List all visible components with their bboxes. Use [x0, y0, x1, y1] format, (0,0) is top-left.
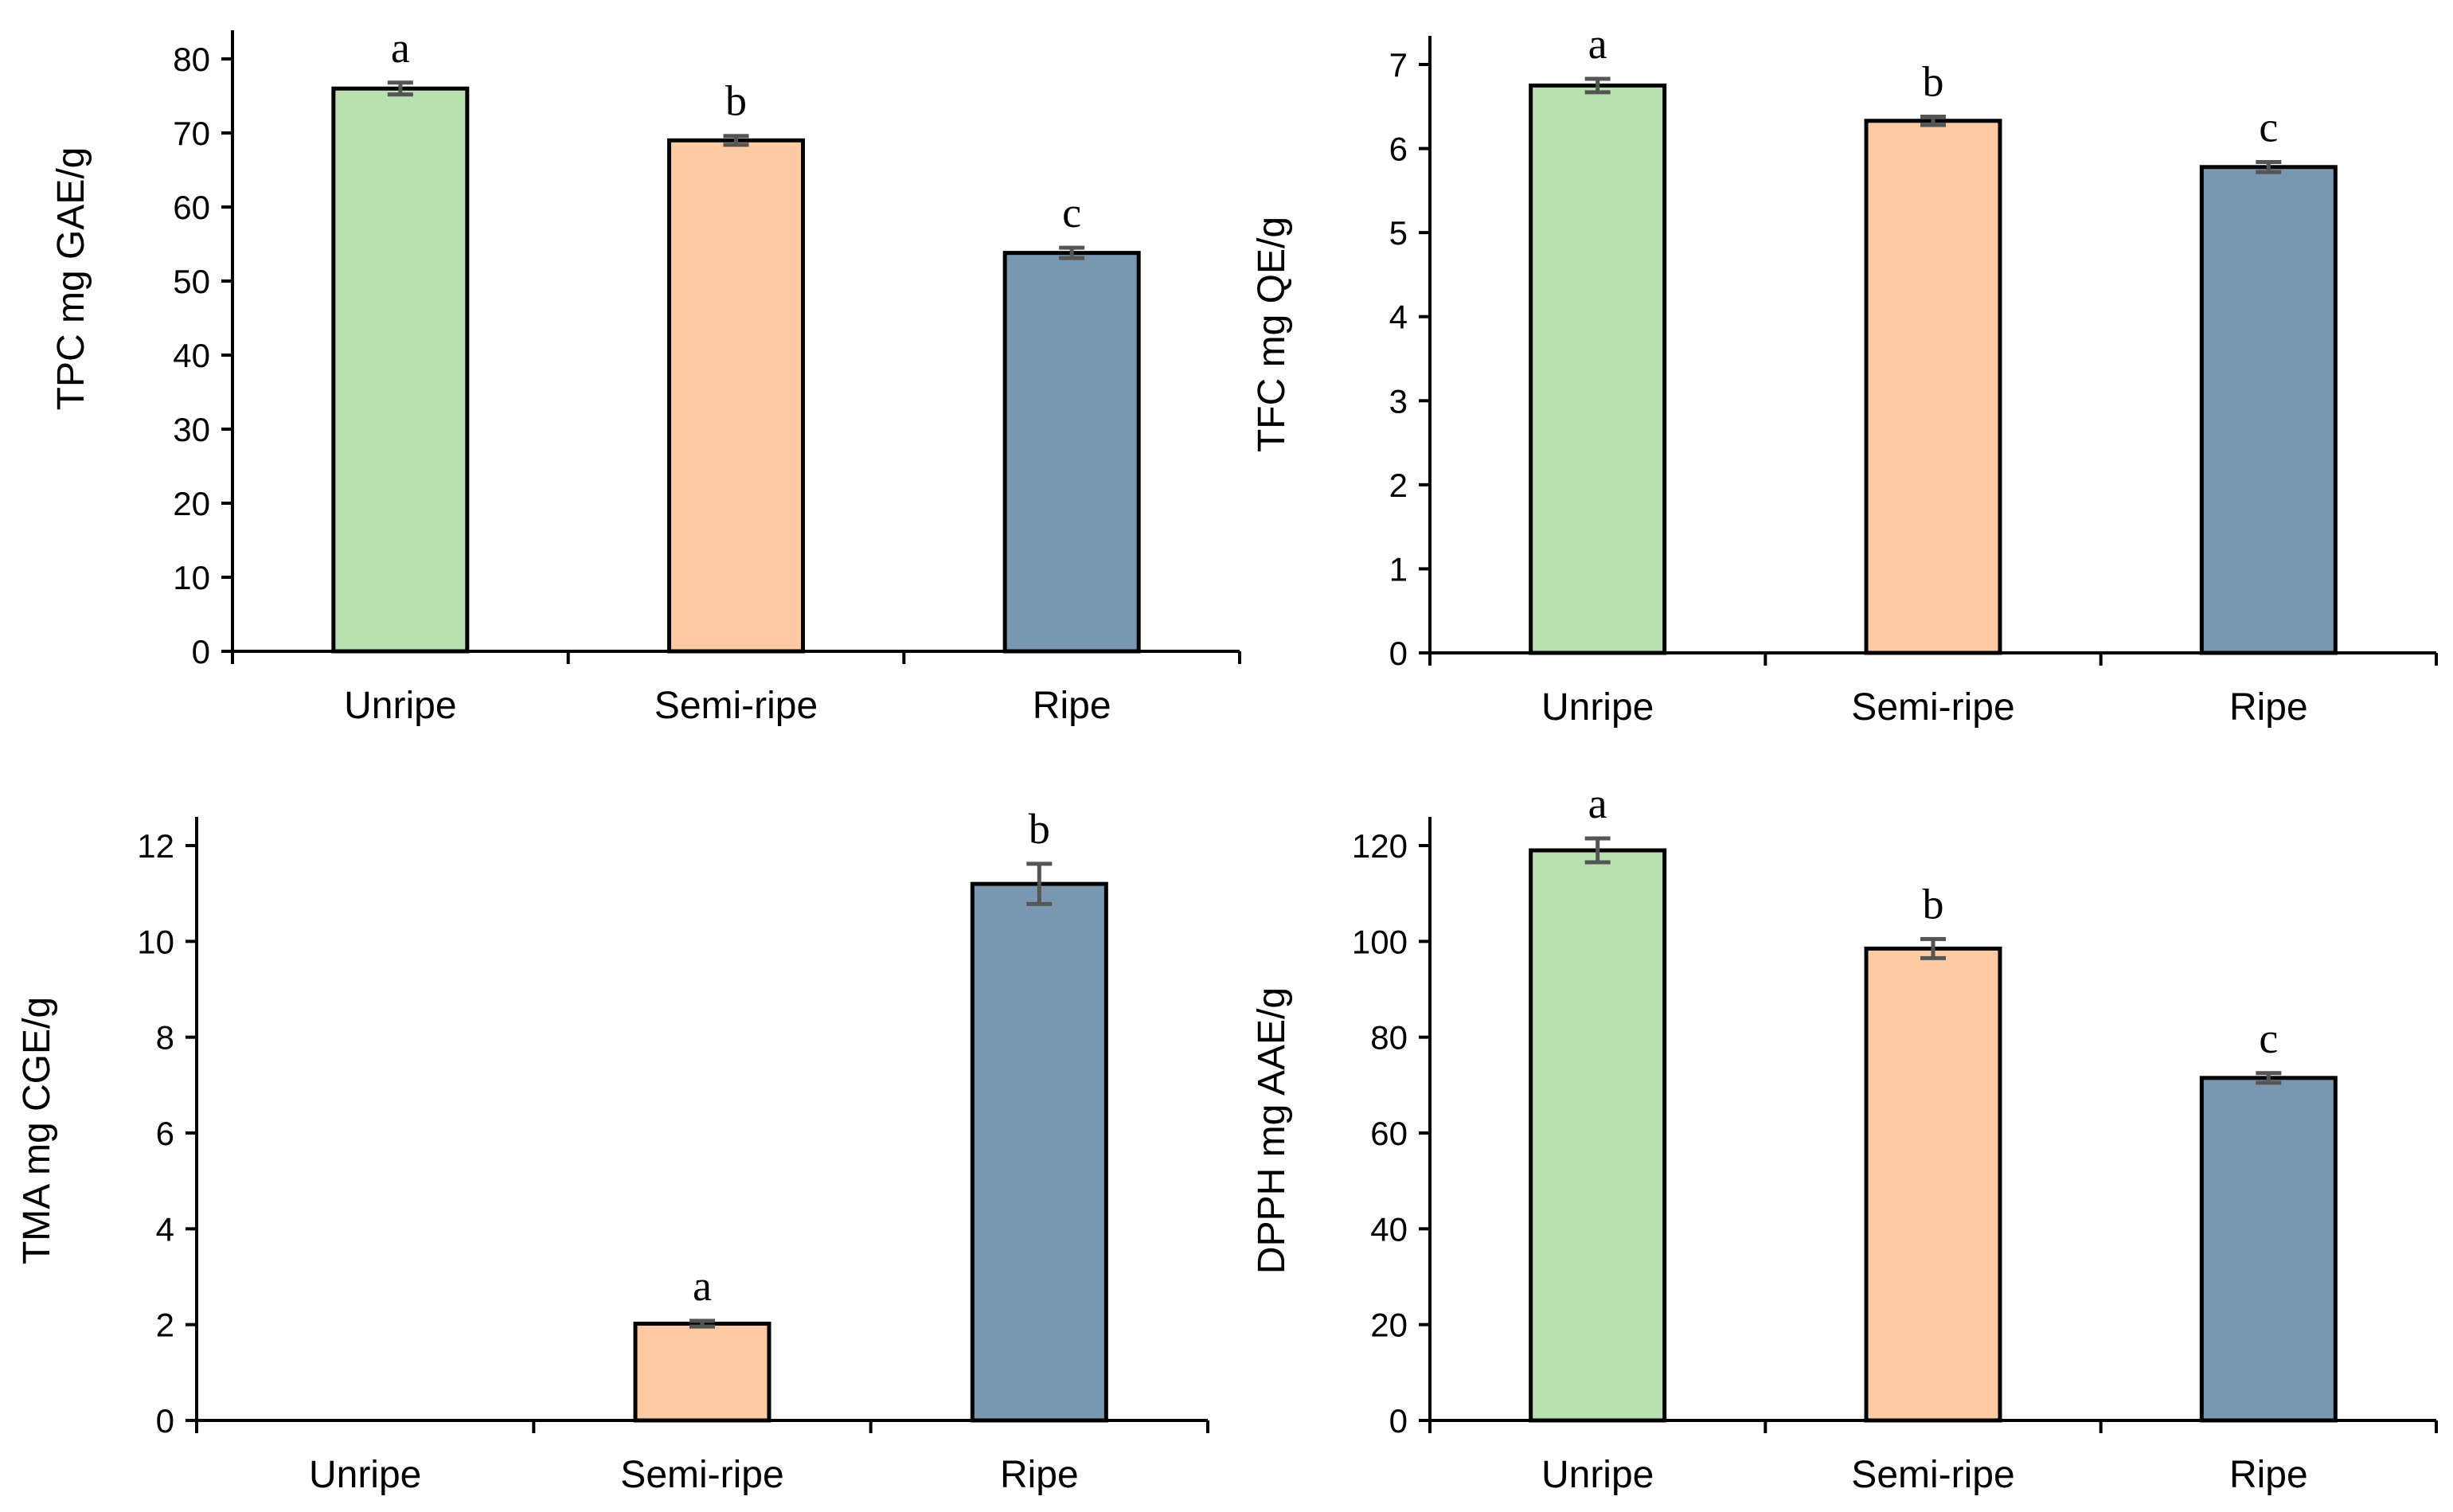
y-axis-label: DPPH mg AAE/g [1251, 987, 1293, 1274]
y-tick-label: 12 [137, 827, 174, 865]
significance-letter: b [725, 77, 747, 125]
bar-ripe [1002, 251, 1141, 654]
significance-letter: a [693, 1262, 712, 1310]
x-tick-label: Unripe [309, 1454, 421, 1496]
bar-ripe [2199, 165, 2338, 655]
error-bar [387, 80, 413, 97]
significance-letter: a [1588, 779, 1607, 827]
y-tick-label: 0 [156, 1402, 174, 1440]
y-tick-label: 6 [1389, 131, 1408, 168]
significance-letter: c [2259, 1014, 2278, 1062]
y-tick-label: 8 [156, 1019, 174, 1057]
error-bar [2256, 1071, 2282, 1085]
y-tick-label: 50 [173, 263, 210, 300]
y-tick-label: 6 [156, 1115, 174, 1152]
y-tick-label: 4 [1389, 299, 1408, 336]
x-tick-label: Semi-ripe [1851, 686, 2014, 729]
x-tick-label: Unripe [344, 685, 456, 727]
y-tick-label: 0 [1389, 635, 1408, 672]
y-tick-label: 7 [1389, 46, 1408, 84]
y-tick-label: 2 [156, 1307, 174, 1344]
y-tick-label: 80 [173, 41, 210, 78]
bar-semi-ripe [633, 1321, 771, 1423]
error-bar [1584, 76, 1611, 95]
chart-panel-3: 0 2 4 6 8 10 12 Unripe a Semi-ripe b Ripe TMA mg CGE… [16, 805, 1209, 1496]
significance-letter: c [1062, 189, 1081, 236]
error-bar [1584, 836, 1611, 865]
y-tick-label: 0 [192, 633, 210, 670]
bar-ripe [2199, 1076, 2338, 1423]
x-tick-label: Semi-ripe [620, 1454, 783, 1496]
significance-letter: a [1588, 20, 1607, 68]
y-tick-label: 2 [1389, 467, 1408, 504]
error-bar [723, 134, 749, 147]
x-tick-label: Ripe [2229, 1454, 2308, 1496]
y-axis-label: TPC mg GAE/g [50, 147, 92, 411]
x-tick-label: Semi-ripe [654, 685, 818, 727]
y-tick-label: 20 [1370, 1307, 1408, 1344]
significance-letter: c [2259, 103, 2278, 150]
y-tick-label: 120 [1352, 827, 1408, 865]
y-tick-label: 10 [173, 559, 210, 596]
y-axis-label: TMA mg CGE/g [16, 997, 58, 1264]
significance-letter: b [1923, 880, 1944, 928]
error-bar [689, 1319, 715, 1329]
y-tick-label: 60 [1370, 1115, 1408, 1152]
y-tick-label: 100 [1352, 923, 1408, 960]
y-tick-label: 60 [173, 189, 210, 226]
bar-semi-ripe [1864, 946, 2002, 1423]
error-bar [1920, 114, 1946, 127]
bar-semi-ripe [667, 138, 805, 654]
x-tick-label: Unripe [1541, 686, 1654, 729]
significance-letter: b [1029, 805, 1050, 853]
bar-unripe [1529, 83, 1667, 655]
y-tick-label: 70 [173, 115, 210, 152]
y-tick-label: 40 [1370, 1210, 1408, 1248]
y-tick-label: 1 [1389, 550, 1408, 588]
y-tick-label: 80 [1370, 1019, 1408, 1057]
y-tick-label: 3 [1389, 382, 1408, 420]
x-tick-label: Semi-ripe [1851, 1454, 2014, 1496]
y-axis-label: TFC mg QE/g [1251, 217, 1293, 452]
bar-unripe [331, 86, 470, 654]
y-tick-label: 40 [173, 337, 210, 374]
y-tick-label: 4 [156, 1210, 174, 1248]
x-tick-label: Ripe [1033, 685, 1111, 727]
y-tick-label: 10 [137, 923, 174, 960]
bar-semi-ripe [1864, 119, 2002, 655]
error-bar [1920, 936, 1946, 960]
x-tick-label: Unripe [1541, 1454, 1654, 1496]
y-tick-label: 30 [173, 411, 210, 448]
y-tick-label: 5 [1389, 214, 1408, 252]
error-bar [1059, 245, 1085, 260]
significance-letter: b [1923, 57, 1944, 105]
x-tick-label: Ripe [1000, 1454, 1079, 1496]
chart-panel-2: 0 1 2 3 4 5 6 7 a Unripe b Semi-ripe c Ripe TFC mg QE/… [1251, 20, 2438, 729]
y-tick-label: 20 [173, 485, 210, 522]
chart-panel-1: 0 10 20 30 40 50 60 70 80 a Unripe b Semi-ripe c Ripe T… [50, 24, 1241, 727]
error-bar [1026, 861, 1053, 906]
error-bar [2256, 159, 2282, 174]
y-tick-label: 0 [1389, 1402, 1408, 1440]
significance-letter: a [391, 24, 410, 72]
x-tick-label: Ripe [2229, 686, 2308, 729]
chart-panel-4: 0 20 40 60 80 100 120 a Unripe b Semi-ripe c Ripe DPP… [1251, 779, 2438, 1496]
bar-ripe [970, 881, 1108, 1423]
bar-unripe [1529, 848, 1667, 1423]
